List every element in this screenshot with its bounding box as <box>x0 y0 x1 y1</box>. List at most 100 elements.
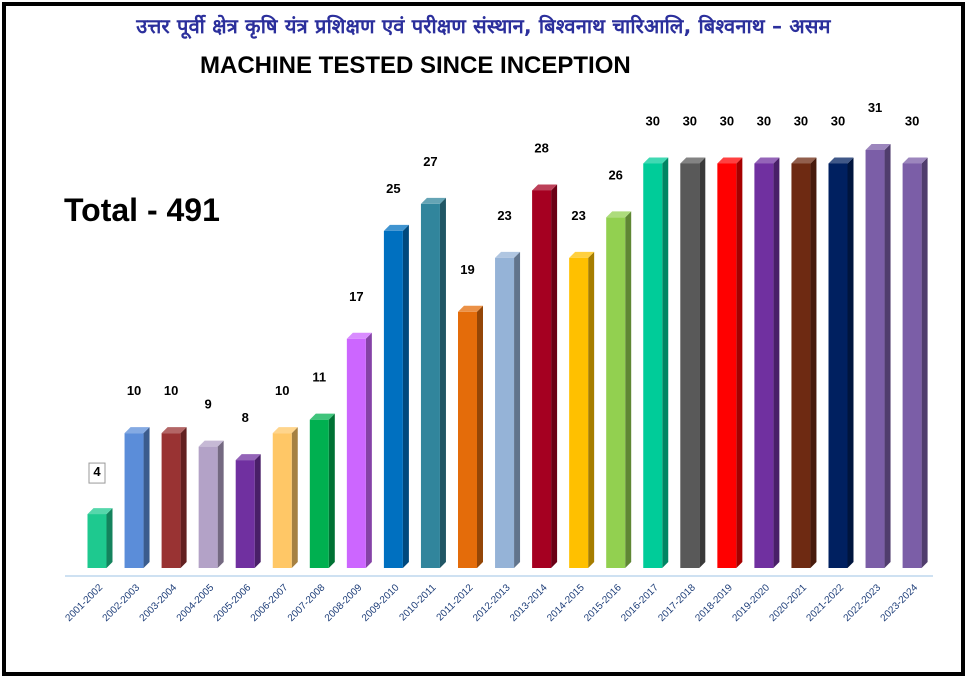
bar-side <box>365 332 372 568</box>
category-label: 2020-2021 <box>767 582 809 624</box>
total-label: Total - 491 <box>64 192 220 228</box>
category-label: 2008-2009 <box>323 582 365 624</box>
value-label: 19 <box>460 262 474 277</box>
bar-side <box>439 197 446 568</box>
bar-side <box>217 440 224 568</box>
bar-side <box>884 144 891 568</box>
bar-2011-2012 <box>458 305 483 568</box>
bar-side <box>328 413 335 568</box>
bars-layer <box>87 144 928 569</box>
category-label: 2002-2003 <box>101 582 143 624</box>
category-label: 2001-2002 <box>64 582 106 624</box>
bar-side <box>514 251 521 568</box>
category-label: 2019-2020 <box>730 582 772 624</box>
bar-front <box>643 163 663 568</box>
bar-top <box>754 157 780 164</box>
bar-top <box>161 427 187 434</box>
bar-front <box>569 257 589 568</box>
bar-side <box>551 184 558 569</box>
bar-front <box>346 338 366 568</box>
category-label: 2007-2008 <box>286 582 328 624</box>
bar-2006-2007 <box>272 427 298 568</box>
bar-top <box>235 454 261 461</box>
bar-side <box>736 157 743 568</box>
chart-title: MACHINE TESTED SINCE INCEPTION <box>200 52 631 79</box>
bar-front <box>791 163 811 568</box>
bar-side <box>402 224 409 568</box>
bar-2005-2006 <box>235 454 261 568</box>
bar-side <box>180 427 187 568</box>
bar-top <box>309 413 335 420</box>
bar-front <box>420 203 440 568</box>
bar-side <box>847 157 854 568</box>
bar-2018-2019 <box>717 157 743 568</box>
bar-front <box>902 163 922 568</box>
bar-side <box>254 454 261 568</box>
bar-top <box>791 157 817 164</box>
bar-2016-2017 <box>643 157 669 568</box>
institute-name-hindi: उत्तर पूर्वी क्षेत्र कृषि यंत्र प्रशिक्ष… <box>136 14 831 38</box>
value-label: 27 <box>423 154 437 169</box>
value-label: 17 <box>349 289 363 304</box>
bar-side <box>588 251 595 568</box>
value-label-box <box>88 462 106 484</box>
category-label: 2006-2007 <box>249 582 291 624</box>
bar-2004-2005 <box>198 440 224 568</box>
value-label: 30 <box>794 113 808 128</box>
bar-top <box>272 427 298 434</box>
bar-side <box>625 211 632 568</box>
value-label: 10 <box>275 383 289 398</box>
bar-top <box>198 440 224 447</box>
bar-side <box>106 508 113 568</box>
value-label: 9 <box>205 397 212 412</box>
bar-2003-2004 <box>161 427 187 568</box>
category-label: 2011-2012 <box>435 582 476 623</box>
value-label: 4 <box>93 464 101 479</box>
bar-side <box>810 157 817 568</box>
category-label: 2018-2019 <box>693 582 735 624</box>
category-label: 2004-2005 <box>175 582 217 624</box>
bar-2007-2008 <box>309 413 335 568</box>
bar-2020-2021 <box>791 157 817 568</box>
bar-side <box>291 427 298 568</box>
bar-2022-2023 <box>865 144 891 568</box>
bar-front <box>124 433 144 568</box>
bar-2008-2009 <box>346 332 372 568</box>
bar-front <box>383 230 403 568</box>
bar-top <box>458 305 483 312</box>
bar-front <box>272 433 292 568</box>
bar-top <box>87 508 113 515</box>
category-label: 2009-2010 <box>360 582 402 624</box>
value-label: 30 <box>757 113 771 128</box>
category-label: 2012-2013 <box>471 582 513 624</box>
bar-top <box>865 144 891 150</box>
bar-2010-2011 <box>420 197 446 568</box>
bar-front <box>458 311 477 568</box>
value-label: 10 <box>127 383 141 398</box>
bar-side <box>921 157 928 568</box>
bar-side <box>662 157 669 568</box>
bar-top <box>495 251 521 258</box>
bar-top <box>420 197 446 204</box>
category-label: 2003-2004 <box>138 582 180 624</box>
value-label: 8 <box>242 410 249 425</box>
value-label: 30 <box>683 113 697 128</box>
value-label: 30 <box>646 113 660 128</box>
bar-side <box>699 157 706 568</box>
bar-2013-2014 <box>532 184 558 569</box>
bar-top <box>680 157 706 164</box>
category-label: 2022-2023 <box>842 582 884 624</box>
value-label: 30 <box>720 113 734 128</box>
value-label: 25 <box>386 181 400 196</box>
bar-2001-2002 <box>87 508 113 568</box>
bar-front <box>828 163 848 568</box>
bar-front <box>717 163 737 568</box>
category-label: 2015-2016 <box>582 582 624 624</box>
bar-front <box>865 150 885 568</box>
value-labels-layer: 4 10 10 9 8 10 11 17 25 27 19 23 28 23 26 30 30 30 30 30 30 3… <box>88 100 919 484</box>
value-label: 28 <box>534 140 548 155</box>
bar-2017-2018 <box>680 157 706 568</box>
bar-front <box>161 433 181 568</box>
bar-2002-2003 <box>124 427 150 568</box>
